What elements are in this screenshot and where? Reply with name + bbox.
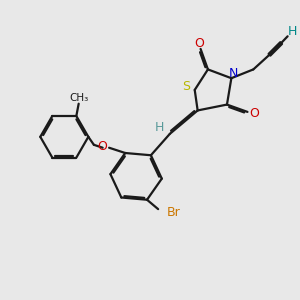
Text: H: H bbox=[155, 121, 164, 134]
Text: S: S bbox=[182, 80, 190, 93]
Text: O: O bbox=[98, 140, 108, 153]
Text: O: O bbox=[249, 107, 259, 120]
Text: Br: Br bbox=[167, 206, 181, 219]
Text: H: H bbox=[288, 25, 297, 38]
Text: N: N bbox=[229, 67, 238, 80]
Text: CH₃: CH₃ bbox=[70, 93, 89, 103]
Text: O: O bbox=[194, 37, 204, 50]
